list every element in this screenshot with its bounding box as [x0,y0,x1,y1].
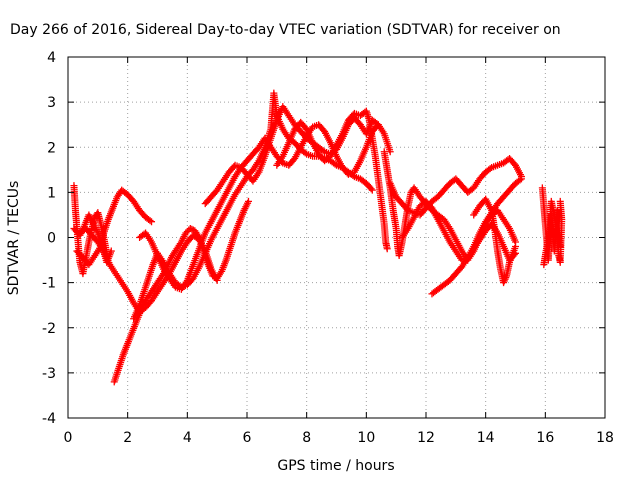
y-axis-label: SDTVAR / TECUs [6,181,22,296]
data-point [512,243,519,251]
x-tick-label: 14 [477,430,495,446]
data-point [368,186,376,194]
y-tick-label: 3 [47,95,56,111]
series-track-k [386,155,525,219]
y-tick-label: -3 [42,366,56,382]
series-track-m [428,220,519,298]
y-tick-label: -4 [42,411,56,427]
series-track-n [470,195,519,287]
series-track-c [73,186,156,269]
data-point [183,227,191,235]
y-tick-label: -1 [42,276,56,292]
x-tick-label: 8 [302,430,311,446]
data-point [146,217,154,225]
y-tick-label: 0 [47,231,56,247]
y-tick-label: -2 [42,321,56,337]
x-tick-label: 4 [183,430,192,446]
data-point [556,197,564,205]
x-axis-label: GPS time / hours [277,458,394,474]
series-track-h [201,121,394,208]
data-points [70,89,566,386]
x-tick-label: 10 [357,430,375,446]
x-tick-label: 2 [123,430,132,446]
data-point [383,245,391,253]
data-point [107,247,115,255]
data-point [148,218,156,226]
x-tick-label: 18 [596,430,614,446]
y-tick-label: 4 [47,50,56,66]
data-point [516,176,524,184]
data-point [386,148,394,156]
series-track-e [110,197,252,386]
data-point [517,175,525,183]
series-track-i [273,107,391,253]
series-track-f [130,89,376,323]
data-point [367,185,375,193]
x-tick-label: 6 [243,430,252,446]
chart-title: Day 266 of 2016, Sidereal Day-to-day VTE… [10,22,561,38]
series-track-p [540,197,566,269]
y-tick-label: 1 [47,185,56,201]
x-tick-label: 12 [417,430,435,446]
x-tick-label: 16 [536,430,554,446]
data-point [188,225,196,233]
y-tick-label: 2 [47,140,56,156]
x-tick-label: 0 [64,430,73,446]
data-point [244,197,252,205]
